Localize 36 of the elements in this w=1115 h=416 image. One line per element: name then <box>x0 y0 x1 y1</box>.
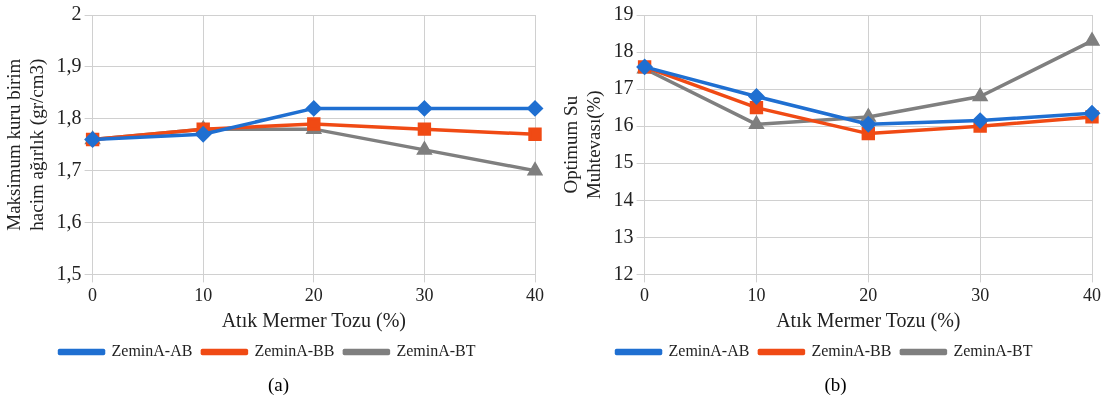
x-tick-label: 20 <box>859 284 878 305</box>
y-tick-label: 18 <box>613 39 634 62</box>
text: (b) <box>823 374 848 396</box>
y-tick-label: 16 <box>613 113 634 136</box>
x-tick-label: 0 <box>640 284 650 305</box>
x-tick-label: 40 <box>1083 284 1101 305</box>
legend-label: ZeminA-BT <box>953 342 1033 360</box>
y-axis-title: Optimum Su Muhtevası(%) <box>560 90 606 200</box>
y-tick-label: 1,7 <box>56 157 82 180</box>
legend-label: ZeminA-AB <box>111 342 193 360</box>
x-tick-label: 20 <box>304 284 323 305</box>
y-tick-label: 15 <box>613 150 634 173</box>
y-tick-label: 1,9 <box>56 54 82 77</box>
y-tick-label: 1,8 <box>56 106 82 129</box>
legend-label: ZeminA-BT <box>396 342 476 360</box>
legend-label: ZeminA-BB <box>254 342 335 360</box>
x-tick-label: 0 <box>88 284 98 305</box>
y-tick-label: 17 <box>613 76 634 99</box>
y-tick-label: 12 <box>613 261 634 284</box>
x-tick-label: 40 <box>526 284 544 305</box>
x-tick-label: 30 <box>971 284 990 305</box>
y-tick-label: 1,6 <box>56 209 82 232</box>
x-axis-title: Atık Mermer Tozu (%) <box>221 309 406 333</box>
x-tick-label: 30 <box>415 284 434 305</box>
text: (a) <box>266 374 291 396</box>
legend-label: ZeminA-BB <box>811 342 892 360</box>
y-axis-title: Maksimum kuru birim hacim ağırlık (gr/cm3) <box>3 58 49 231</box>
x-tick-label: 10 <box>194 284 213 305</box>
y-tick-label: 2 <box>71 2 82 25</box>
y-tick-label: 14 <box>613 187 634 210</box>
legend-label: ZeminA-AB <box>668 342 750 360</box>
y-tick-label: 1,5 <box>56 261 82 284</box>
y-tick-label: 13 <box>613 224 634 247</box>
x-tick-label: 10 <box>747 284 766 305</box>
x-axis-title: Atık Mermer Tozu (%) <box>776 309 961 333</box>
y-tick-label: 19 <box>613 2 634 25</box>
